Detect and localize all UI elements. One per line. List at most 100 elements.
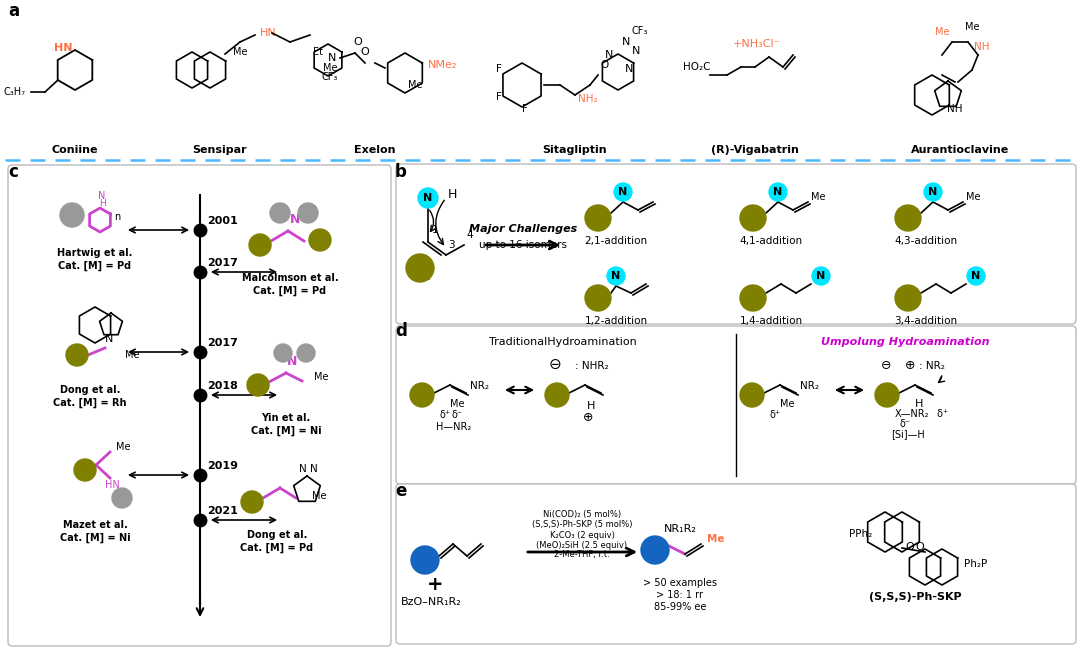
Text: Me: Me: [408, 80, 422, 90]
Text: BzO–NR₁R₂: BzO–NR₁R₂: [401, 597, 461, 607]
Text: Ph₂P: Ph₂P: [964, 559, 987, 569]
Circle shape: [274, 344, 292, 362]
Text: Malcolmson et al.
Cat. [M] = Pd: Malcolmson et al. Cat. [M] = Pd: [242, 273, 338, 296]
Text: Mazet et al.
Cat. [M] = Ni: Mazet et al. Cat. [M] = Ni: [59, 520, 131, 543]
Text: N: N: [310, 464, 318, 474]
Circle shape: [967, 267, 985, 285]
Text: NH: NH: [974, 42, 989, 52]
Text: N: N: [619, 187, 627, 197]
Circle shape: [585, 205, 611, 231]
Text: N: N: [287, 355, 297, 368]
Text: (MeO)₂SiH (2.5 equiv): (MeO)₂SiH (2.5 equiv): [537, 541, 627, 549]
Text: Me: Me: [233, 47, 247, 57]
Circle shape: [66, 344, 87, 366]
Text: H: H: [588, 401, 595, 411]
Text: δ⁻: δ⁻: [899, 419, 910, 429]
Circle shape: [740, 205, 766, 231]
Text: N: N: [816, 271, 825, 281]
Text: O: O: [361, 47, 369, 57]
Circle shape: [406, 254, 434, 282]
Text: PPh₂: PPh₂: [849, 529, 872, 539]
Circle shape: [60, 203, 84, 227]
Text: X—NR₂: X—NR₂: [895, 409, 930, 419]
Text: H: H: [915, 399, 923, 409]
Circle shape: [607, 267, 625, 285]
Circle shape: [309, 229, 330, 251]
Text: a: a: [8, 2, 19, 20]
Text: NH₂: NH₂: [578, 94, 597, 104]
Text: (S,S,S)-Ph-SKP (5 mol%): (S,S,S)-Ph-SKP (5 mol%): [531, 521, 632, 530]
Text: Me: Me: [450, 399, 464, 409]
Text: N: N: [611, 271, 621, 281]
Text: NR₂: NR₂: [470, 381, 489, 391]
Text: Dong et al.
Cat. [M] = Pd: Dong et al. Cat. [M] = Pd: [241, 530, 313, 553]
Text: CF₃: CF₃: [322, 72, 338, 82]
Text: N: N: [605, 50, 613, 60]
Text: H: H: [448, 188, 457, 201]
Text: Exelon: Exelon: [354, 145, 395, 155]
Text: (R)-Vigabatrin: (R)-Vigabatrin: [711, 145, 799, 155]
Text: Me: Me: [966, 192, 981, 202]
Text: d: d: [395, 322, 407, 340]
Text: N: N: [773, 187, 783, 197]
Text: CF₃: CF₃: [632, 26, 648, 36]
Text: C₃H₇: C₃H₇: [3, 87, 25, 97]
Text: NR₂: NR₂: [800, 381, 819, 391]
Circle shape: [247, 374, 269, 396]
Circle shape: [410, 383, 434, 407]
Text: F: F: [496, 92, 502, 102]
Text: HN: HN: [260, 28, 276, 38]
Text: c: c: [8, 163, 18, 181]
Text: 2021: 2021: [207, 506, 238, 516]
Text: 2001: 2001: [207, 216, 238, 226]
Text: HO₂C: HO₂C: [683, 62, 710, 72]
Circle shape: [895, 285, 921, 311]
Text: O: O: [916, 542, 924, 552]
Circle shape: [895, 205, 921, 231]
Circle shape: [615, 183, 632, 201]
Text: N: N: [971, 271, 981, 281]
Text: Me: Me: [707, 534, 725, 544]
Text: 2018: 2018: [207, 381, 238, 391]
Text: Me: Me: [935, 27, 949, 37]
Text: [Si]—H: [Si]—H: [891, 429, 924, 439]
Text: N: N: [299, 464, 307, 474]
Text: K₂CO₃ (2 equiv): K₂CO₃ (2 equiv): [550, 530, 615, 540]
Text: ⊖: ⊖: [881, 359, 891, 372]
Text: O: O: [906, 542, 915, 552]
Text: NR₁R₂: NR₁R₂: [663, 524, 697, 534]
Text: N: N: [929, 187, 937, 197]
Circle shape: [642, 536, 669, 564]
Text: Me: Me: [811, 192, 825, 202]
Text: 2019: 2019: [207, 461, 238, 471]
Text: N: N: [423, 193, 433, 203]
Circle shape: [75, 459, 96, 481]
Text: HN: HN: [105, 480, 120, 490]
Text: 85-99% ee: 85-99% ee: [653, 602, 706, 612]
Text: Me: Me: [312, 491, 326, 501]
FancyBboxPatch shape: [396, 326, 1076, 484]
Text: δ⁻: δ⁻: [453, 410, 463, 420]
Text: N: N: [98, 191, 106, 201]
Text: Umpolung Hydroamination: Umpolung Hydroamination: [821, 337, 989, 347]
Circle shape: [812, 267, 831, 285]
Text: 1: 1: [432, 225, 438, 235]
Text: N: N: [105, 334, 113, 344]
Text: O: O: [600, 60, 608, 70]
Text: HN: HN: [54, 43, 72, 53]
Text: Coniine: Coniine: [52, 145, 98, 155]
Circle shape: [585, 285, 611, 311]
Circle shape: [924, 183, 942, 201]
Text: : NHR₂: : NHR₂: [575, 361, 609, 371]
Circle shape: [249, 234, 271, 256]
Circle shape: [241, 491, 264, 513]
Text: 4: 4: [465, 230, 473, 240]
FancyBboxPatch shape: [396, 164, 1076, 324]
Text: O: O: [353, 37, 363, 47]
Text: 4,3-addition: 4,3-addition: [894, 236, 958, 246]
Text: F: F: [496, 64, 502, 74]
Text: Dong et al.
Cat. [M] = Rh: Dong et al. Cat. [M] = Rh: [53, 385, 126, 408]
Text: 1,2-addition: 1,2-addition: [584, 316, 648, 326]
Text: ⊖: ⊖: [549, 357, 562, 372]
Text: e: e: [395, 482, 406, 500]
